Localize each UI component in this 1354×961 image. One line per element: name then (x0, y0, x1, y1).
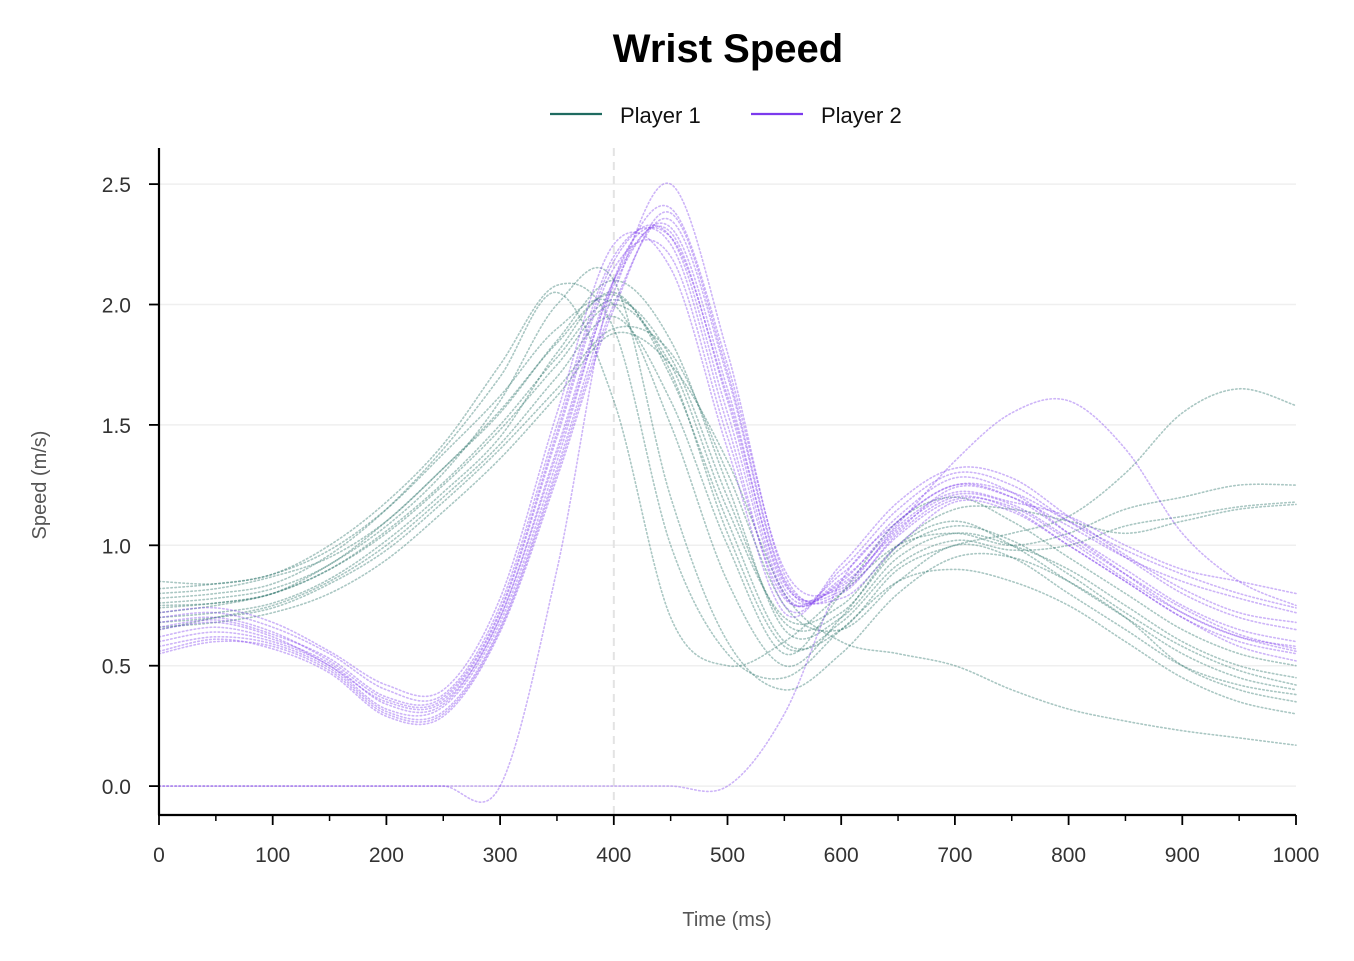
legend: Player 1 Player 2 (550, 103, 902, 128)
chart-title: Wrist Speed (613, 27, 843, 71)
series-2-trial-12 (158, 482, 1297, 793)
series-1 (158, 266, 1297, 746)
x-axis-label: Time (ms) (682, 909, 771, 931)
series-1-trial-9 (158, 298, 1297, 686)
series-1-trial-6 (158, 266, 1297, 703)
series-1-trial-3 (158, 315, 1297, 667)
y-axis-label: Speed (m/s) (29, 431, 51, 540)
series-1-trial-12 (158, 293, 1297, 652)
series-1-trial-8 (158, 291, 1297, 668)
series-2-trial-8 (158, 222, 1297, 714)
y-tick-label-1: 0.5 (102, 656, 131, 679)
series-1-trial-2 (158, 279, 1297, 679)
series-1-trial-4 (158, 298, 1297, 668)
legend-label-player-2: Player 2 (821, 103, 902, 128)
x-tick-label-10: 1000 (1273, 844, 1320, 867)
legend-item-player-1: Player 1 (550, 103, 701, 128)
series-2-trial-3 (158, 226, 1297, 702)
x-tick-label-3: 300 (483, 844, 518, 867)
series-2-trial-4 (158, 204, 1297, 717)
series-2-trial-7 (158, 231, 1297, 698)
series-layer (158, 182, 1297, 803)
series-2-trial-1 (158, 225, 1297, 711)
series-1-trial-11 (158, 331, 1297, 746)
series-1-trial-1 (158, 303, 1297, 691)
x-tick-label-8: 800 (1051, 844, 1086, 867)
y-tick-label-2: 1.0 (102, 535, 131, 558)
x-tick-label-6: 600 (824, 844, 859, 867)
series-2 (158, 182, 1297, 803)
series-1-trial-7 (158, 325, 1297, 696)
legend-item-player-2: Player 2 (751, 103, 902, 128)
y-tick-label-5: 2.5 (102, 174, 131, 197)
series-2-trial-9 (158, 224, 1297, 706)
series-2-trial-2 (158, 217, 1297, 723)
series-2-trial-10 (158, 211, 1297, 726)
series-2-trial-6 (158, 182, 1297, 721)
legend-label-player-1: Player 1 (620, 103, 701, 128)
axes (157, 148, 1296, 817)
series-2-trial-11 (158, 226, 1297, 803)
x-tick-label-5: 500 (710, 844, 745, 867)
x-tick-label-2: 200 (369, 844, 404, 867)
y-tick-label-0: 0.0 (102, 776, 131, 799)
x-axis-ticks: 0 100 200 300 400 500 600 700 800 900 1000 (153, 815, 1319, 867)
series-2-trial-5 (158, 239, 1297, 709)
y-axis-ticks: 0.0 0.5 1.0 1.5 2.0 2.5 (102, 174, 159, 799)
y-tick-label-4: 2.0 (102, 295, 131, 318)
x-tick-label-1: 100 (255, 844, 290, 867)
y-tick-label-3: 1.5 (102, 415, 131, 438)
x-tick-label-7: 700 (937, 844, 972, 867)
x-tick-label-4: 400 (596, 844, 631, 867)
gridlines (159, 183, 1296, 787)
series-1-trial-10 (158, 282, 1297, 715)
series-1-trial-5 (158, 291, 1297, 650)
x-tick-label-9: 900 (1165, 844, 1200, 867)
x-tick-label-0: 0 (153, 844, 165, 867)
